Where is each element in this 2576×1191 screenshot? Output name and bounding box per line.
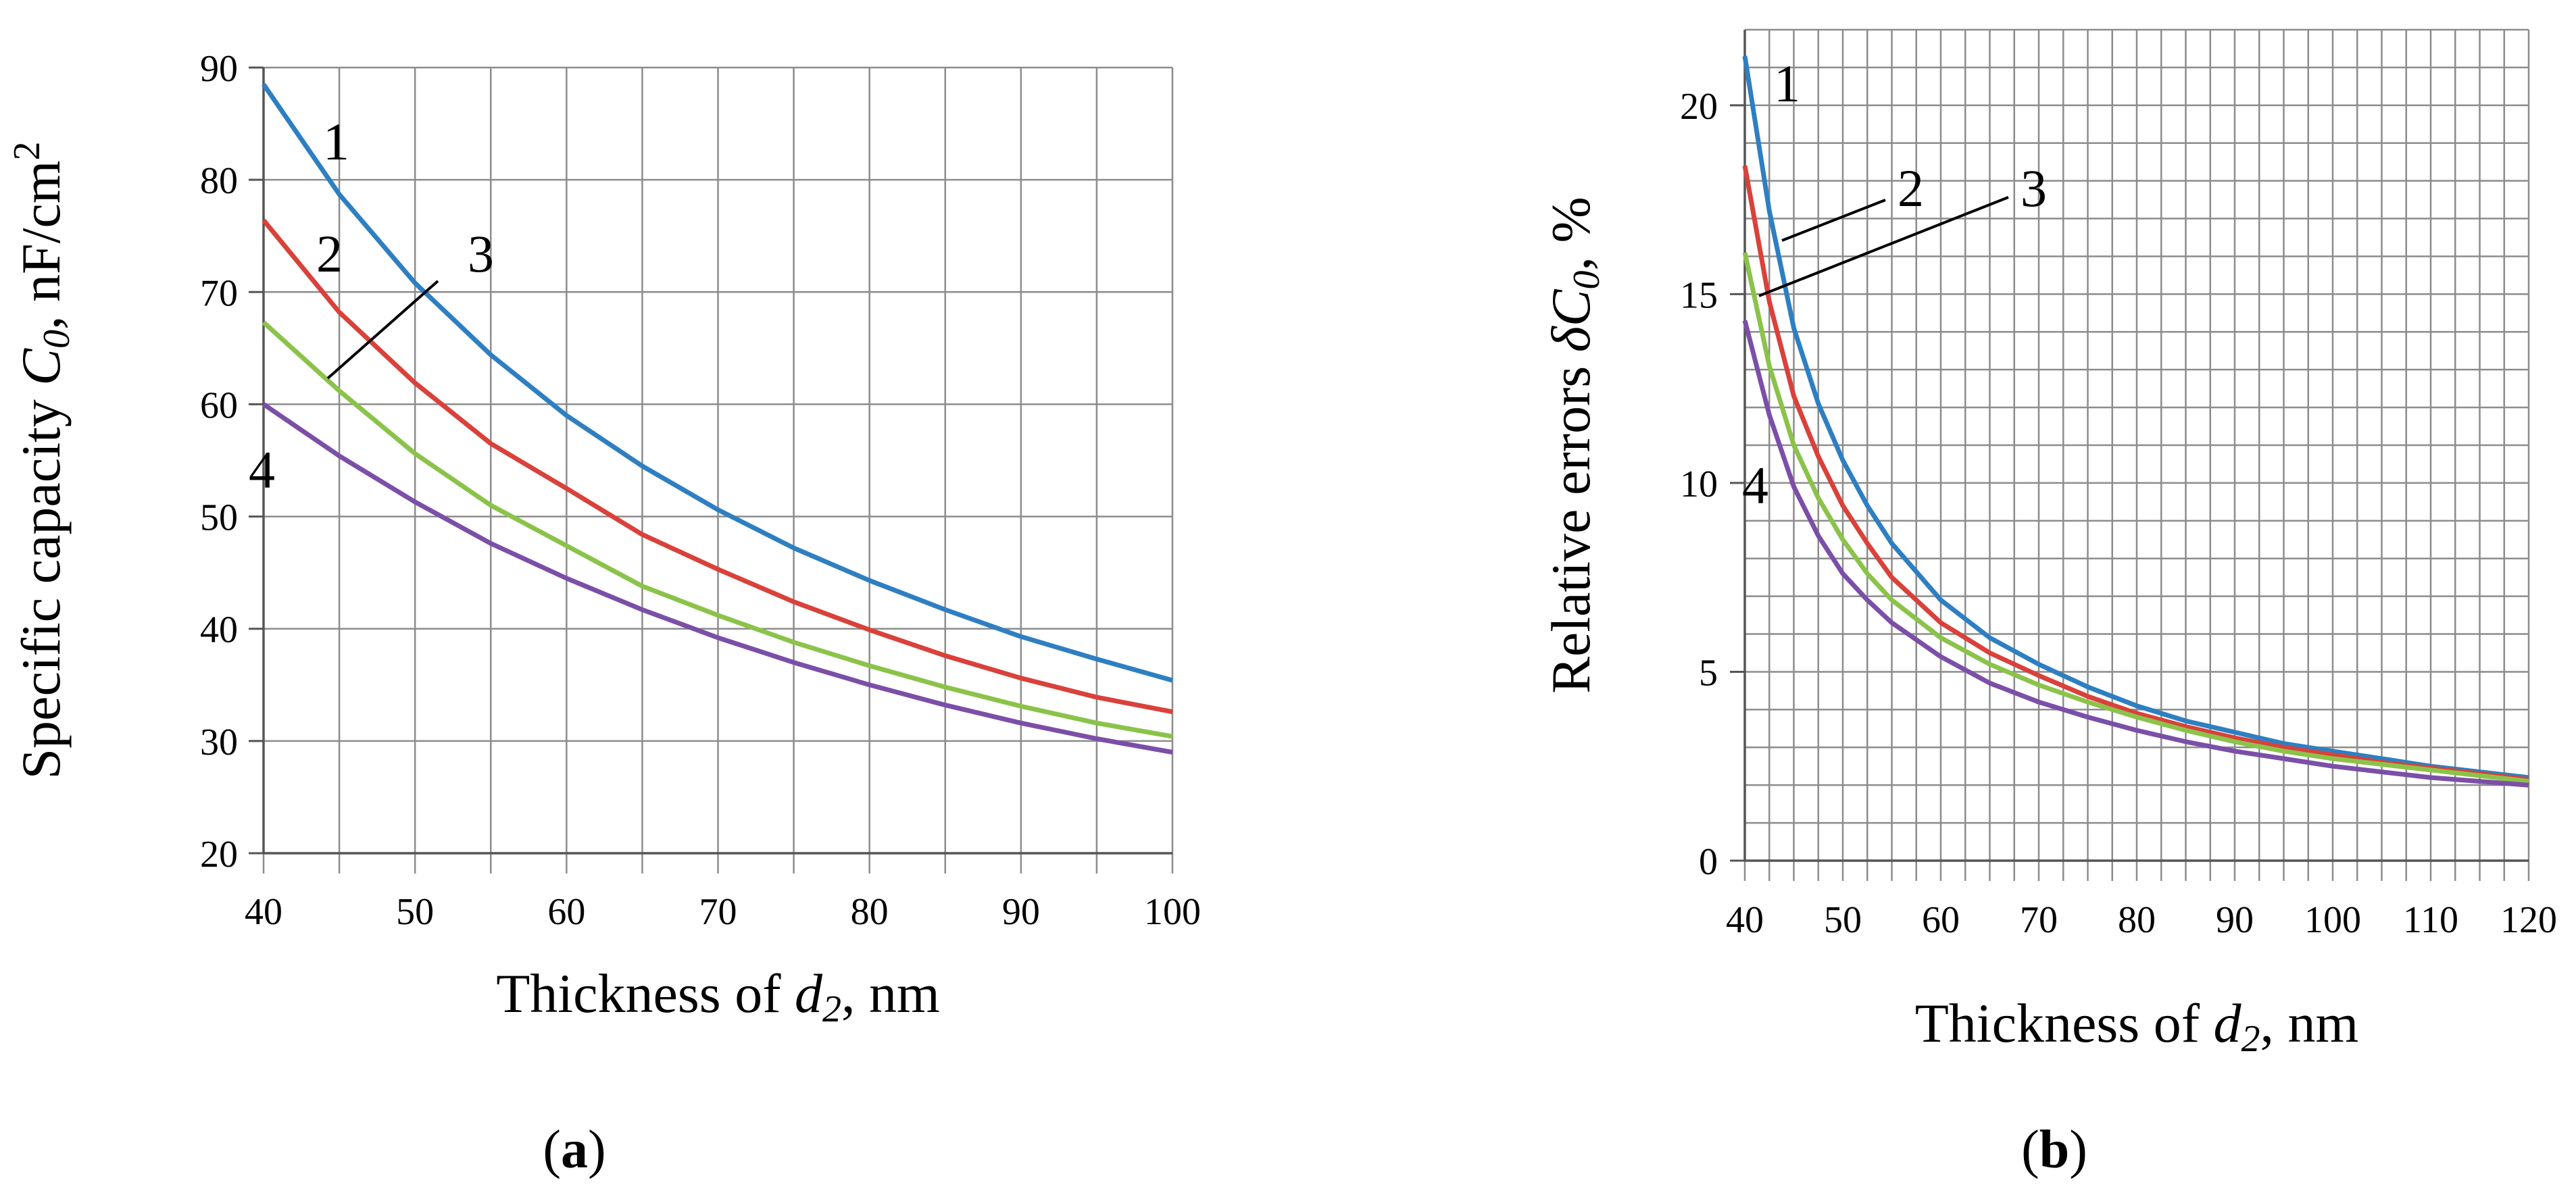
x-tick-label: 60 [547, 891, 585, 933]
curve-label-3: 3 [2021, 159, 2047, 218]
y-tick-label: 30 [200, 721, 238, 763]
chart-panel-a: 20 30 40 50 60 70 80 90 40 50 60 70 80 90 100 1 2 3 4 Thick… [6, 48, 1201, 1180]
x-tick-label: 80 [851, 891, 889, 933]
x-axis-title: Thickness of d2, nm [496, 963, 940, 1030]
y-axis-title: Relative errors δC0, % [1540, 197, 1608, 694]
y-tick-label: 10 [1680, 463, 1718, 505]
curve-label-4: 4 [1742, 456, 1768, 515]
x-axis-title: Thickness of d2, nm [1915, 992, 2359, 1060]
x-tick-label: 70 [699, 891, 737, 933]
y-tick-label: 60 [200, 384, 238, 426]
series-line-2 [262, 218, 1173, 715]
curve-label-2: 2 [1898, 159, 1924, 218]
curve-label-1: 1 [323, 112, 349, 171]
panel-label: (a) [543, 1120, 605, 1180]
x-tick-label: 100 [2304, 899, 2361, 941]
x-tick-label: 50 [1824, 899, 1862, 941]
x-tick-label: 40 [245, 891, 282, 933]
x-tick-label: 80 [2118, 899, 2156, 941]
x-tick-label: 50 [396, 891, 434, 933]
x-tick-label: 90 [1002, 891, 1040, 933]
y-tick-label: 5 [1699, 652, 1718, 694]
curve-label-2: 2 [316, 224, 343, 283]
annotation-leader [1758, 196, 2009, 297]
y-tick-label: 80 [200, 160, 238, 202]
series-line-3 [1742, 252, 2529, 784]
chart-panel-b: 0 5 10 15 20 40 50 60 70 80 90 100 110 120 1 2 3 4 Thickne… [1540, 28, 2557, 1180]
y-tick-label: 20 [200, 834, 238, 876]
y-tick-label: 15 [1680, 274, 1718, 316]
x-tick-label: 70 [2020, 899, 2058, 941]
series-line-4 [262, 402, 1173, 755]
series-line-1 [1742, 55, 2529, 780]
x-tick-label: 110 [2403, 899, 2458, 941]
x-tick-label: 40 [1726, 899, 1764, 941]
x-tick-label: 120 [2500, 899, 2557, 941]
series-line-1 [262, 82, 1173, 683]
y-tick-label: 90 [200, 48, 238, 90]
curve-label-4: 4 [249, 440, 275, 499]
y-axis-title: Specific capacity C0, nF/cm2 [6, 141, 78, 779]
y-tick-label: 40 [200, 609, 238, 651]
series-line-4 [1742, 320, 2529, 788]
x-tick-label: 100 [1144, 891, 1201, 933]
series-line-3 [262, 320, 1173, 739]
y-tick-label: 0 [1699, 841, 1718, 883]
annotation-leader [1781, 199, 1886, 242]
curve-label-3: 3 [468, 224, 494, 283]
annotation-leader [326, 280, 439, 380]
x-tick-label: 60 [1922, 899, 1960, 941]
x-tick-label: 90 [2216, 899, 2254, 941]
panel-label: (b) [2021, 1120, 2087, 1180]
y-tick-label: 50 [200, 497, 238, 539]
curve-label-1: 1 [1774, 54, 1800, 113]
y-tick-label: 70 [200, 272, 238, 314]
y-tick-label: 20 [1680, 86, 1718, 128]
